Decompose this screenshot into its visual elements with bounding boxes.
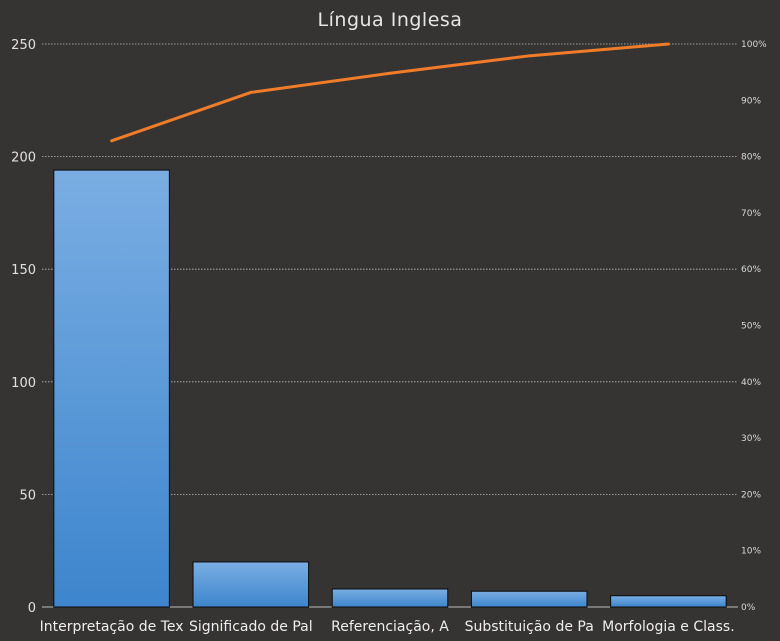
y2-tick-label: 40% <box>741 378 761 388</box>
y2-tick-label: 50% <box>741 322 761 332</box>
y-tick-label: 150 <box>11 263 36 278</box>
bar <box>53 169 170 608</box>
x-tick-label: Interpretação de Tex <box>40 619 184 635</box>
y-tick-label: 200 <box>11 151 36 166</box>
x-axis-ticks: Interpretação de Tex Significado de Pal Re… <box>40 619 735 635</box>
x-tick-label: Significado de Pal <box>189 619 313 635</box>
y-tick-label: 0 <box>28 601 36 616</box>
x-tick-label: Referenciação, A <box>331 619 449 635</box>
y2-tick-label: 0% <box>741 603 756 613</box>
y2-tick-label: 80% <box>741 153 761 163</box>
y-tick-label: 100 <box>11 376 36 391</box>
y2-tick-label: 90% <box>741 96 761 106</box>
y2-tick-label: 30% <box>741 434 761 444</box>
bar <box>192 561 310 608</box>
y2-tick-label: 20% <box>741 490 761 500</box>
cumulative-percentage-line <box>110 42 670 143</box>
chart-title: Língua Inglesa <box>318 9 463 31</box>
bar <box>610 595 727 608</box>
bar <box>331 588 449 608</box>
bars <box>53 169 727 608</box>
secondary-y-axis-ticks: 0% 10% 20% 30% 40% 50% 60% 70% 80% 90% 100% <box>741 40 767 613</box>
x-tick-label: Morfologia e Class. <box>602 619 735 635</box>
y-axis-ticks: 0 50 100 150 200 250 <box>11 38 36 616</box>
y2-tick-label: 100% <box>741 40 767 50</box>
cumulative-line <box>110 42 670 143</box>
y2-tick-label: 70% <box>741 209 761 219</box>
y-tick-label: 250 <box>11 38 36 53</box>
y2-tick-label: 10% <box>741 547 761 557</box>
y2-tick-label: 60% <box>741 265 761 275</box>
x-tick-label: Substituição de Pa <box>465 619 594 635</box>
bar <box>470 590 588 608</box>
y-tick-label: 50 <box>19 488 36 503</box>
